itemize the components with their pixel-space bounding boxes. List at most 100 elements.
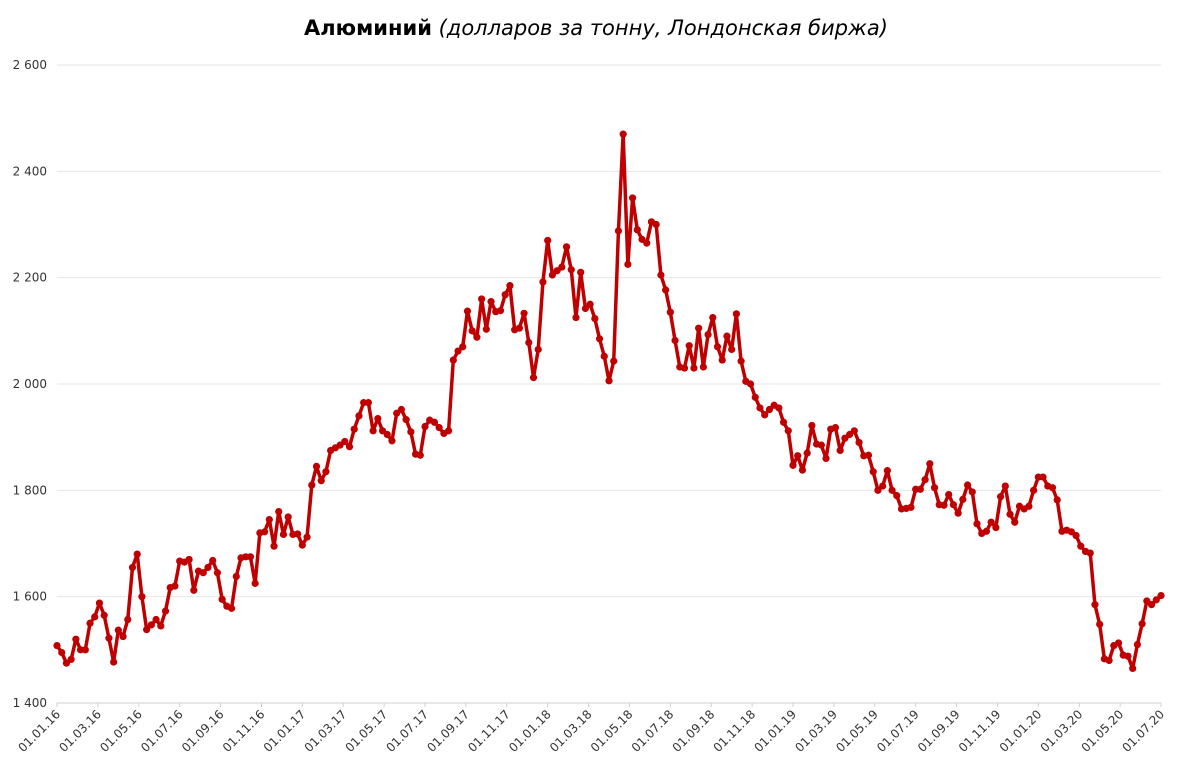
data-point: [874, 486, 882, 494]
data-point: [374, 414, 382, 423]
data-point: [581, 304, 590, 313]
data-point: [779, 418, 788, 426]
data-point: [959, 495, 967, 503]
data-point: [275, 508, 283, 516]
data-point: [1086, 549, 1094, 557]
data-point: [728, 345, 736, 354]
chart-title-main: Алюминий: [304, 16, 432, 40]
data-point: [345, 443, 354, 451]
data-point: [1011, 518, 1019, 526]
data-point: [218, 595, 226, 603]
x-tick-label: 01.07.18: [629, 707, 677, 755]
data-point: [718, 356, 726, 364]
x-tick-label: 01.07.19: [874, 707, 922, 755]
data-point: [1072, 531, 1080, 540]
data-point: [284, 513, 292, 521]
data-point: [459, 343, 467, 351]
data-point: [1053, 496, 1061, 504]
data-point: [610, 357, 618, 365]
data-point: [643, 239, 651, 247]
data-point: [539, 278, 547, 286]
y-tick-label: 2 000: [13, 377, 47, 391]
data-point: [468, 327, 476, 335]
data-point: [124, 615, 132, 624]
x-tick-label: 01.07.20: [1119, 707, 1167, 755]
data-point: [407, 428, 415, 436]
x-tick-label: 01.11.16: [220, 707, 268, 755]
data-point: [671, 336, 679, 344]
data-point: [279, 530, 288, 539]
data-point: [822, 454, 830, 463]
data-point: [699, 363, 707, 371]
data-point: [298, 541, 306, 549]
data-point: [713, 343, 722, 351]
data-point: [968, 488, 976, 496]
x-tick-label: 01.07.16: [138, 707, 186, 755]
x-tick-label: 01.03.20: [1038, 707, 1086, 755]
data-point: [364, 399, 372, 407]
data-point: [525, 338, 533, 347]
data-point: [982, 527, 991, 535]
data-point: [572, 313, 580, 322]
x-tick-label: 01.05.17: [343, 707, 391, 755]
data-point: [355, 412, 363, 420]
data-point: [775, 404, 783, 412]
data-point: [921, 476, 929, 484]
x-tick-label: 01.01.16: [15, 707, 63, 755]
data-point: [973, 520, 981, 528]
data-point: [619, 130, 627, 138]
data-point: [916, 485, 924, 493]
x-tick-label: 01.01.20: [997, 707, 1045, 755]
data-point: [454, 347, 462, 355]
data-point: [435, 424, 443, 432]
y-tick-label: 1 400: [13, 696, 47, 710]
data-point: [308, 481, 316, 489]
data-point: [185, 555, 193, 564]
data-point: [855, 438, 863, 447]
x-tick-label: 01.07.17: [383, 707, 431, 755]
data-point: [114, 626, 122, 634]
data-point: [1124, 652, 1132, 660]
data-point: [614, 227, 623, 235]
chart-title-subtitle: (долларов за тонну, Лондонская биржа): [438, 16, 888, 40]
data-point: [808, 421, 816, 430]
data-point: [190, 586, 198, 594]
data-point: [591, 315, 599, 323]
y-tick-label: 2 200: [13, 271, 47, 285]
data-point: [171, 582, 179, 590]
data-point: [152, 615, 160, 624]
data-point: [421, 422, 429, 431]
data-point: [680, 364, 689, 372]
y-tick-label: 2 600: [13, 58, 47, 72]
data-point: [487, 297, 495, 306]
data-point: [949, 501, 958, 509]
data-point: [662, 286, 670, 294]
data-point: [1105, 656, 1113, 665]
data-point: [1133, 640, 1142, 649]
data-point: [402, 416, 410, 424]
data-point: [883, 467, 891, 475]
data-point: [72, 635, 80, 643]
data-point: [1077, 542, 1085, 550]
data-point: [444, 427, 453, 435]
data-point: [91, 613, 99, 621]
data-point: [157, 622, 165, 630]
data-point: [562, 243, 571, 251]
x-tick-label: 01.01.17: [261, 707, 309, 755]
data-point: [397, 405, 406, 414]
data-point: [501, 291, 509, 299]
data-point: [704, 330, 712, 339]
data-point: [746, 380, 755, 388]
data-point: [67, 655, 75, 664]
data-point: [506, 282, 514, 290]
data-point: [341, 437, 349, 446]
data-point: [817, 441, 825, 449]
chart-title: Алюминий (долларов за тонну, Лондонская …: [0, 16, 1192, 40]
x-axis: 01.01.1601.03.1601.05.1601.07.1601.09.16…: [15, 703, 1167, 755]
data-point: [1006, 510, 1014, 518]
data-point: [803, 449, 811, 457]
data-point: [761, 411, 769, 419]
data-point: [926, 460, 934, 468]
data-point: [270, 542, 278, 550]
